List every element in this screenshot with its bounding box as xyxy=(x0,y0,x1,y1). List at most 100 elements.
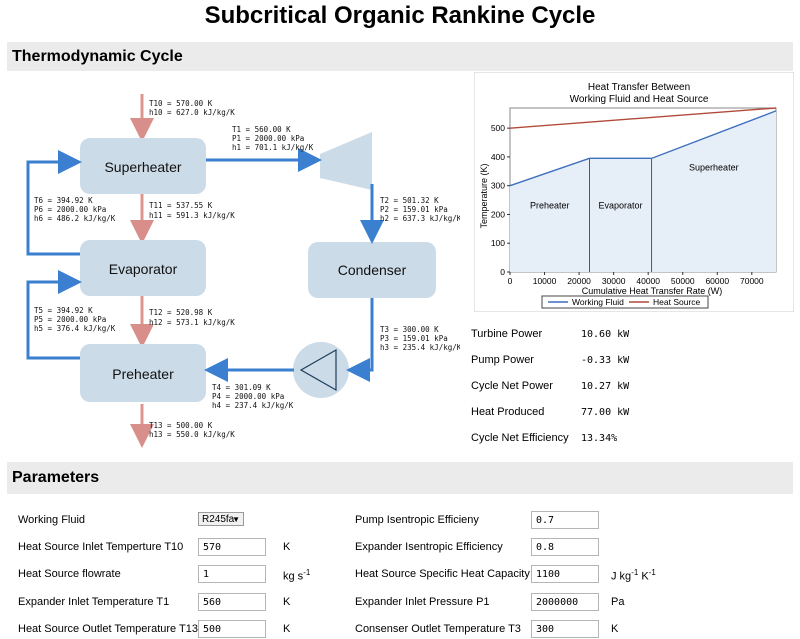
specific-heat-unit-text: J kg xyxy=(611,570,632,583)
state-t1-line1: T1 = 560.00 K xyxy=(232,125,291,134)
expander-inlet-pressure-input[interactable]: 2000000 xyxy=(531,593,599,611)
state-t2-line2: P2 = 159.01 kPa xyxy=(380,205,448,214)
working-fluid-area xyxy=(510,110,776,272)
preheater-box xyxy=(80,344,206,402)
expander-inlet-temp-input[interactable]: 560 xyxy=(198,593,266,611)
working-fluid-select-value: R245fa xyxy=(202,514,235,525)
condenser-box xyxy=(308,242,436,298)
state-t11-line2: h11 = 591.3 kJ/kg/K xyxy=(149,211,235,220)
cycle-section-header: Thermodynamic Cycle xyxy=(7,42,793,71)
pump-triangle xyxy=(299,348,337,392)
x-tick-label: 50000 xyxy=(671,276,695,286)
condenser-outlet-temp-unit: K xyxy=(611,623,619,635)
series-line-working-fluid xyxy=(509,110,777,187)
state-t10-line1: T10 = 570.00 K xyxy=(149,99,213,108)
heat-source-inlet-temp-unit: K xyxy=(283,541,291,553)
chart-title-line1: Heat Transfer Between xyxy=(588,82,690,93)
result-label-turbine-power: Turbine Power xyxy=(471,328,543,340)
region-label: Evaporator xyxy=(599,201,643,211)
page-title: Subcritical Organic Rankine Cycle xyxy=(204,2,596,29)
heat-source-outlet-temp-unit: K xyxy=(283,623,291,635)
state-t6-line1: T6 = 394.92 K xyxy=(34,196,93,205)
param-label-heat-source-flowrate: Heat Source flowrate xyxy=(18,568,121,580)
params-section-header: Parameters xyxy=(7,462,793,494)
state-t12-line2: h12 = 573.1 kJ/kg/K xyxy=(149,318,235,327)
working-fluid-select[interactable]: R245fa ▼ xyxy=(198,512,244,526)
expander-turbine-body xyxy=(320,132,372,190)
param-label-pump-efficiency: Pump Isentropic Efficieny xyxy=(355,514,479,526)
result-label-cycle-net-efficiency: Cycle Net Efficiency xyxy=(471,432,569,444)
flow-evaporator-to-superheater xyxy=(26,150,82,256)
expander-efficiency-input[interactable]: 0.8 xyxy=(531,538,599,556)
state-t10-line2: h10 = 627.0 kJ/kg/K xyxy=(149,108,235,117)
evaporator-box xyxy=(80,240,206,296)
state-t1-line2: P1 = 2000.00 kPa xyxy=(232,134,304,143)
state-t6-line2: P6 = 2000.00 kPa xyxy=(34,205,106,214)
heat-source-flowrate-unit-exp: -1 xyxy=(303,568,311,577)
y-tick-label: 100 xyxy=(491,238,505,248)
specific-heat-input[interactable]: 1100 xyxy=(531,565,599,583)
specific-heat-unit: J kg-1 K-1 xyxy=(611,568,656,583)
specific-heat-unit-exp2: -1 xyxy=(648,568,656,577)
evaporator-label: Evaporator xyxy=(109,261,178,277)
y-tick-label: 200 xyxy=(491,209,505,219)
cycle-section-title: Thermodynamic Cycle xyxy=(12,48,183,65)
state-t4-line1: T4 = 301.09 K xyxy=(212,383,271,392)
state-t5-line2: P5 = 2000.00 kPa xyxy=(34,315,106,324)
result-value-pump-power: -0.33 kW xyxy=(581,355,630,366)
param-label-expander-inlet-temp: Expander Inlet Temperature T1 xyxy=(18,596,170,608)
y-tick-label: 300 xyxy=(491,181,505,191)
heat-source-flowrate-input[interactable]: 1 xyxy=(198,565,266,583)
legend-label-heat-source: Heat Source xyxy=(653,297,701,307)
y-tick-label: 0 xyxy=(500,267,505,277)
param-label-heat-source-outlet-temp: Heat Source Outlet Temperature T13 xyxy=(18,623,198,635)
heat-source-flowrate-unit: kg s-1 xyxy=(283,568,310,583)
result-value-cycle-net-power: 10.27 kW xyxy=(581,381,630,392)
series-line-heat-source xyxy=(509,107,777,129)
heat-source-inlet-temp-input[interactable]: 570 xyxy=(198,538,266,556)
state-t2-line3: h2 = 637.3 kJ/kg/K xyxy=(380,214,460,223)
y-tick-label: 400 xyxy=(491,152,505,162)
state-t4-line3: h4 = 237.4 kJ/kg/K xyxy=(212,401,294,410)
x-tick-label: 20000 xyxy=(567,276,591,286)
condenser-outlet-temp-input[interactable]: 300 xyxy=(531,620,599,638)
legend-label-working-fluid: Working Fluid xyxy=(572,297,624,307)
state-t6-line3: h6 = 486.2 kJ/kg/K xyxy=(34,214,116,223)
result-value-cycle-net-efficiency: 13.34% xyxy=(581,433,618,444)
x-tick-label: 10000 xyxy=(533,276,557,286)
state-t13-line2: h13 = 550.0 kJ/kg/K xyxy=(149,430,235,439)
heat-source-outlet-temp-input[interactable]: 500 xyxy=(198,620,266,638)
y-tick-label: 500 xyxy=(491,123,505,133)
preheater-label: Preheater xyxy=(112,366,174,382)
state-t1-line3: h1 = 701.1 kJ/kg/K xyxy=(232,143,314,152)
expander-inlet-temp-unit: K xyxy=(283,596,291,608)
superheater-label: Superheater xyxy=(104,159,181,175)
state-t3-line2: P3 = 159.01 kPa xyxy=(380,334,448,343)
heat-source-flowrate-unit-text: kg s xyxy=(283,570,304,583)
chevron-down-icon: ▼ xyxy=(232,515,240,524)
heat-transfer-chart: Heat Transfer Between Working Fluid and … xyxy=(474,72,794,312)
result-label-heat-produced: Heat Produced xyxy=(471,406,545,418)
param-label-heat-source-inlet-temp: Heat Source Inlet Temperture T10 xyxy=(18,541,184,553)
superheater-box xyxy=(80,138,206,194)
state-t5-line1: T5 = 394.92 K xyxy=(34,306,93,315)
x-tick-label: 60000 xyxy=(705,276,729,286)
result-value-heat-produced: 77.00 kW xyxy=(581,407,630,418)
result-label-cycle-net-power: Cycle Net Power xyxy=(471,380,553,392)
region-label: Superheater xyxy=(689,162,739,172)
flow-condenser-to-pump xyxy=(346,298,374,382)
state-t2-line1: T2 = 501.32 K xyxy=(380,196,439,205)
cycle-diagram: Superheater Evaporator Preheater Condens… xyxy=(26,94,460,448)
x-tick-label: 30000 xyxy=(602,276,626,286)
param-label-expander-efficiency: Expander Isentropic Efficiency xyxy=(355,541,503,553)
x-tick-label: 40000 xyxy=(636,276,660,286)
results-panel: Turbine Power 10.60 kW Pump Power -0.33 … xyxy=(471,322,791,452)
state-t3-line1: T3 = 300.00 K xyxy=(380,325,439,334)
flow-preheater-to-evaporator xyxy=(26,270,82,360)
state-t4-line2: P4 = 2000.00 kPa xyxy=(212,392,284,401)
specific-heat-unit-exp1: -1 xyxy=(631,568,639,577)
state-t3-line3: h3 = 235.4 kJ/kg/K xyxy=(380,343,460,352)
pump-efficiency-input[interactable]: 0.7 xyxy=(531,511,599,529)
param-label-condenser-outlet-temp: Consenser Outlet Temperature T3 xyxy=(355,623,521,635)
expander-inlet-pressure-unit: Pa xyxy=(611,596,625,608)
